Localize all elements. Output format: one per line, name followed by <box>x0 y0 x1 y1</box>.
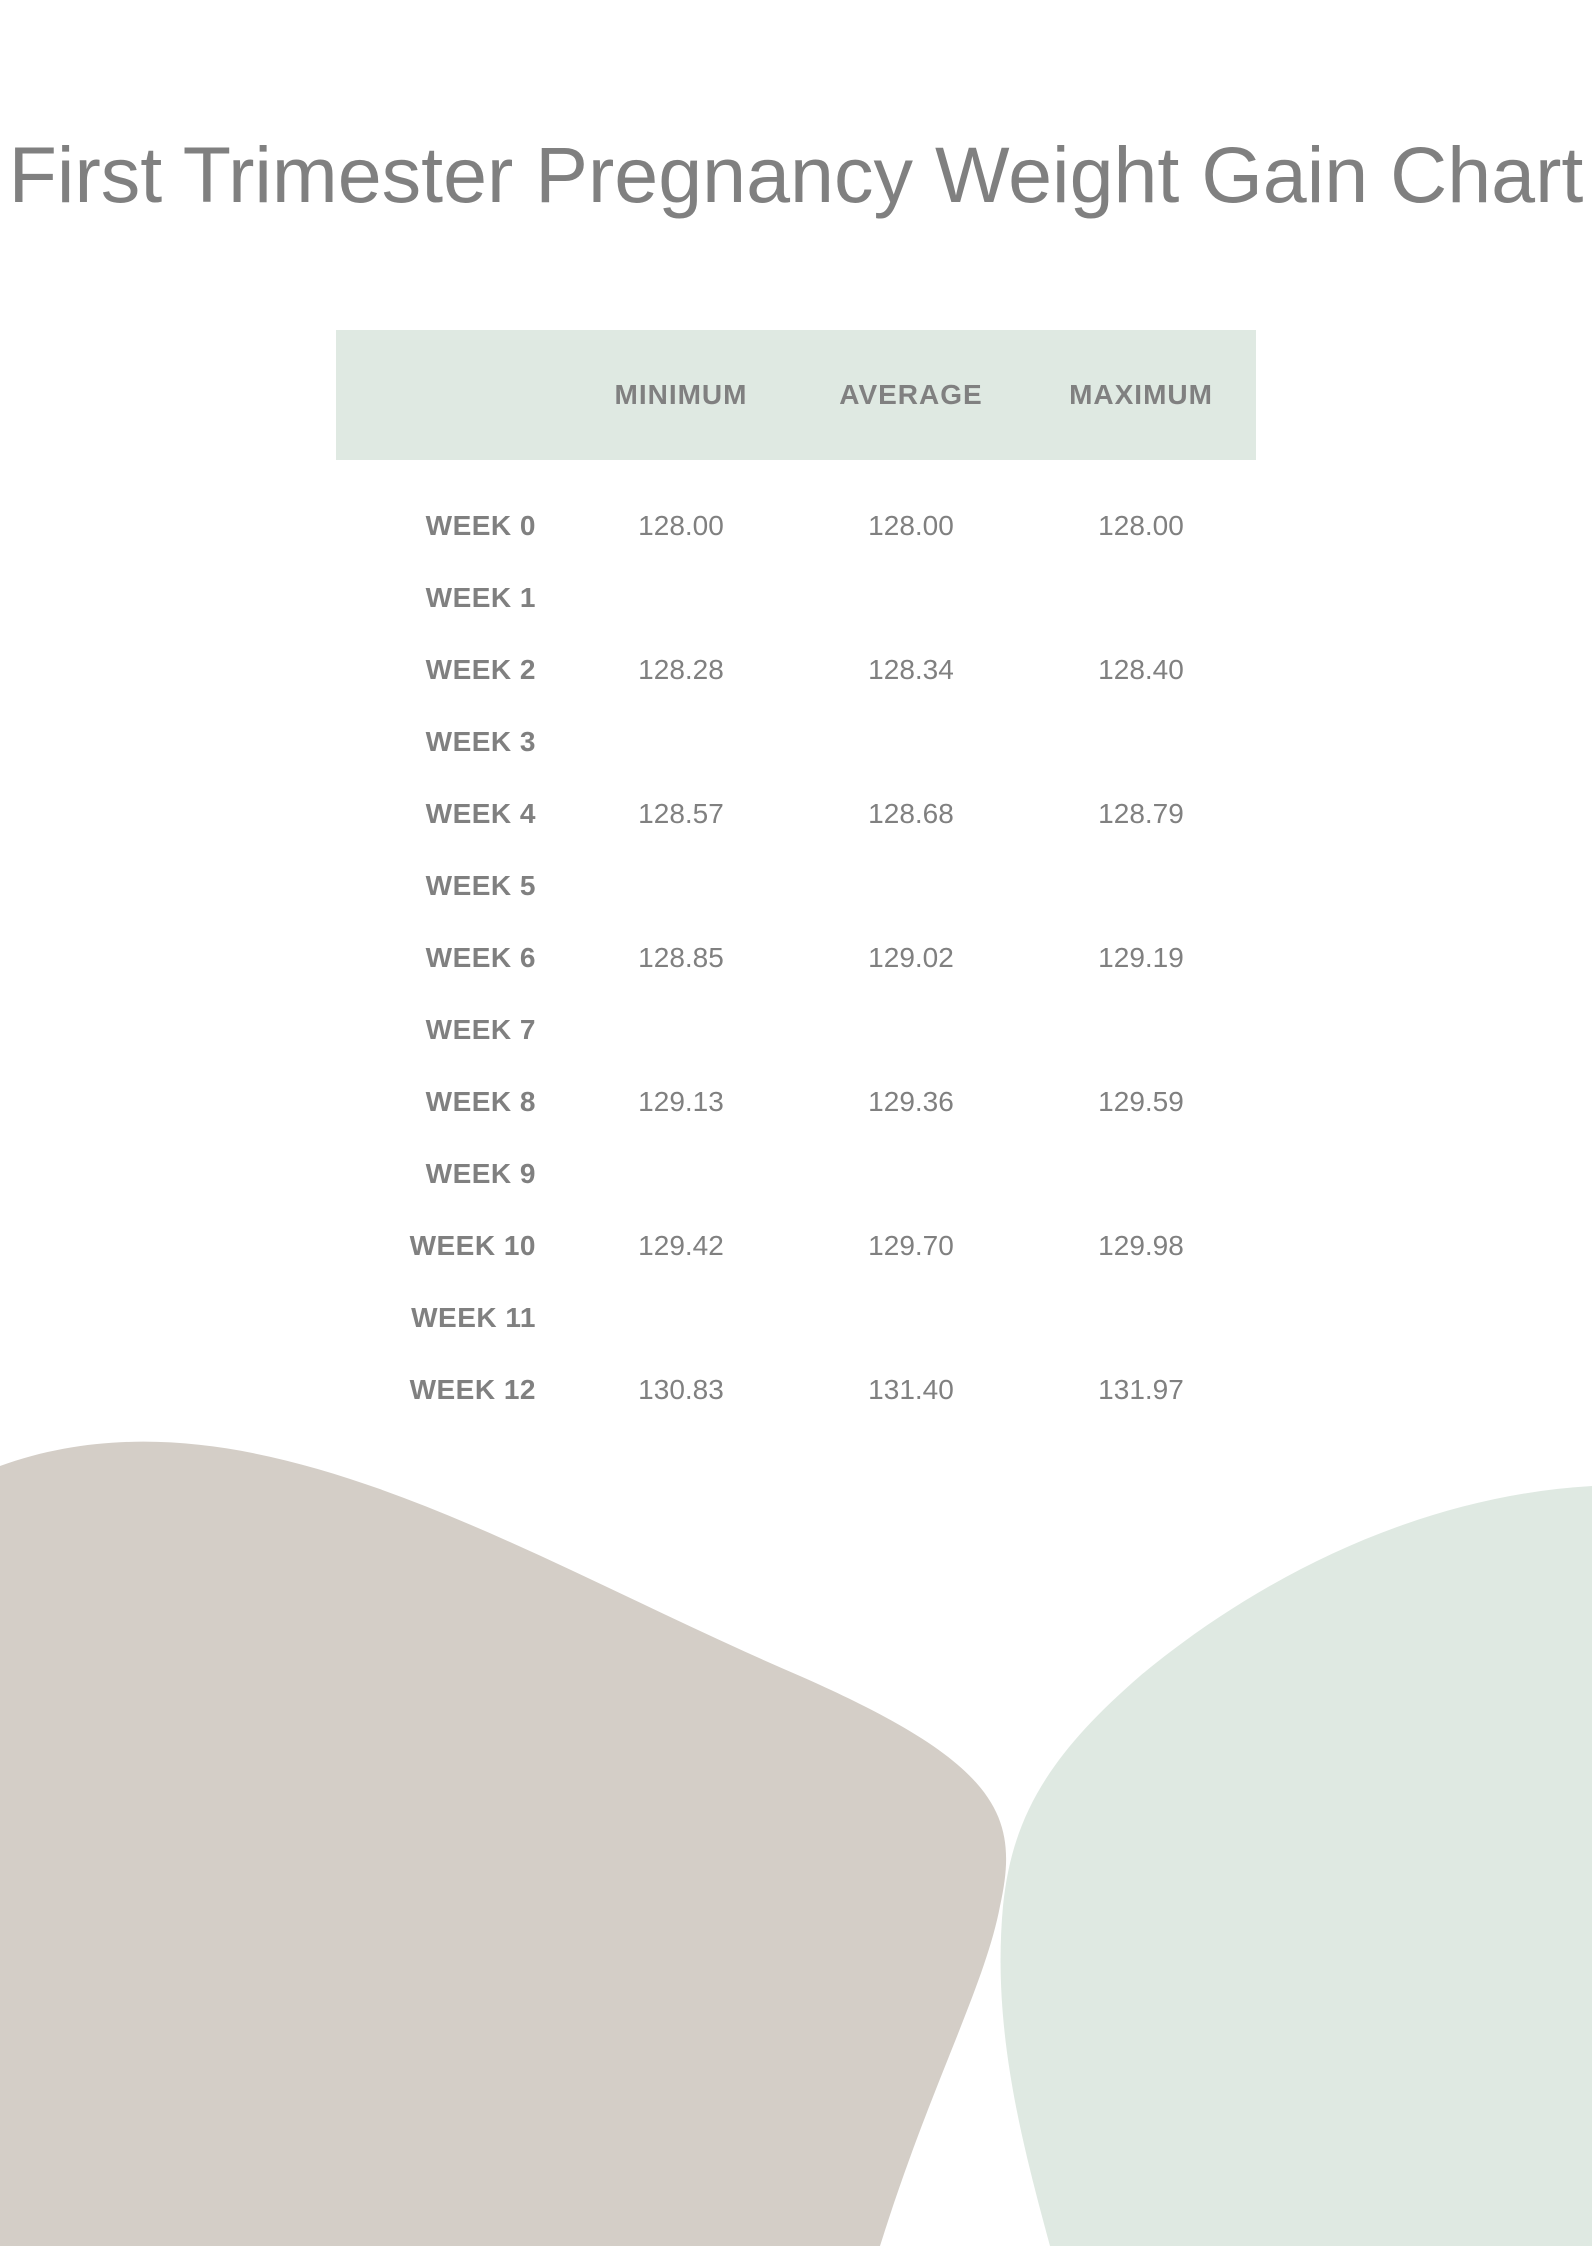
table-row: WEEK 2128.28128.34128.40 <box>336 634 1256 706</box>
min-value: 129.13 <box>566 1086 796 1118</box>
week-label: WEEK 0 <box>336 510 566 542</box>
week-label: WEEK 6 <box>336 942 566 974</box>
table-header: MINIMUM AVERAGE MAXIMUM <box>336 330 1256 460</box>
avg-value: 129.36 <box>796 1086 1026 1118</box>
max-value: 129.98 <box>1026 1230 1256 1262</box>
table-row: WEEK 7 <box>336 994 1256 1066</box>
week-label: WEEK 10 <box>336 1230 566 1262</box>
table-row: WEEK 9 <box>336 1138 1256 1210</box>
table-row: WEEK 0128.00128.00128.00 <box>336 490 1256 562</box>
min-value: 128.00 <box>566 510 796 542</box>
max-value: 129.59 <box>1026 1086 1256 1118</box>
wave-mint <box>1001 1486 1592 2246</box>
weight-table: MINIMUM AVERAGE MAXIMUM WEEK 0128.00128.… <box>336 330 1256 1426</box>
max-value: 129.19 <box>1026 942 1256 974</box>
page-title: First Trimester Pregnancy Weight Gain Ch… <box>0 130 1592 220</box>
table-row: WEEK 10129.42129.70129.98 <box>336 1210 1256 1282</box>
table-row: WEEK 4128.57128.68128.79 <box>336 778 1256 850</box>
table-row: WEEK 6128.85129.02129.19 <box>336 922 1256 994</box>
table-row: WEEK 1 <box>336 562 1256 634</box>
week-label: WEEK 2 <box>336 654 566 686</box>
min-value: 128.85 <box>566 942 796 974</box>
col-maximum: MAXIMUM <box>1026 379 1256 411</box>
min-value: 130.83 <box>566 1374 796 1406</box>
max-value: 128.40 <box>1026 654 1256 686</box>
week-label: WEEK 7 <box>336 1014 566 1046</box>
week-label: WEEK 4 <box>336 798 566 830</box>
table-row: WEEK 5 <box>336 850 1256 922</box>
week-label: WEEK 8 <box>336 1086 566 1118</box>
wave-beige <box>0 1442 1006 2246</box>
col-minimum: MINIMUM <box>566 379 796 411</box>
table-body: WEEK 0128.00128.00128.00WEEK 1WEEK 2128.… <box>336 460 1256 1426</box>
week-label: WEEK 12 <box>336 1374 566 1406</box>
table-row: WEEK 11 <box>336 1282 1256 1354</box>
max-value: 131.97 <box>1026 1374 1256 1406</box>
min-value: 128.57 <box>566 798 796 830</box>
max-value: 128.79 <box>1026 798 1256 830</box>
col-average: AVERAGE <box>796 379 1026 411</box>
avg-value: 128.34 <box>796 654 1026 686</box>
week-label: WEEK 1 <box>336 582 566 614</box>
week-label: WEEK 9 <box>336 1158 566 1190</box>
background-waves <box>0 1346 1592 2246</box>
week-label: WEEK 3 <box>336 726 566 758</box>
week-label: WEEK 5 <box>336 870 566 902</box>
min-value: 128.28 <box>566 654 796 686</box>
table-row: WEEK 3 <box>336 706 1256 778</box>
week-label: WEEK 11 <box>336 1302 566 1334</box>
avg-value: 129.70 <box>796 1230 1026 1262</box>
avg-value: 128.00 <box>796 510 1026 542</box>
table-row: WEEK 8129.13129.36129.59 <box>336 1066 1256 1138</box>
avg-value: 129.02 <box>796 942 1026 974</box>
avg-value: 131.40 <box>796 1374 1026 1406</box>
min-value: 129.42 <box>566 1230 796 1262</box>
avg-value: 128.68 <box>796 798 1026 830</box>
table-row: WEEK 12130.83131.40131.97 <box>336 1354 1256 1426</box>
max-value: 128.00 <box>1026 510 1256 542</box>
